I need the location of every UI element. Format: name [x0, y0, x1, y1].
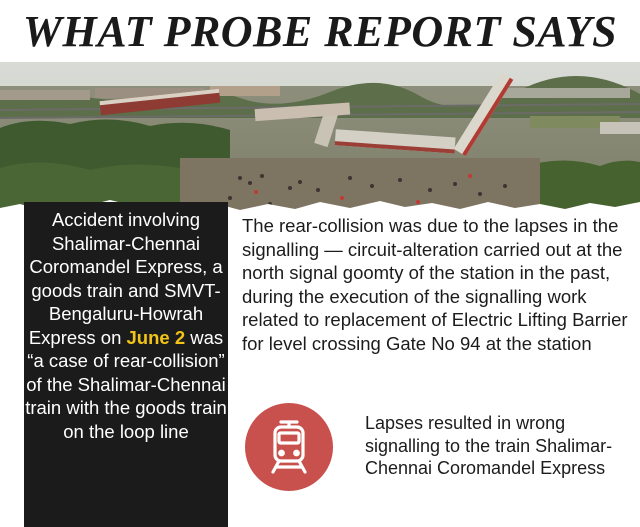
page-title: WHAT PROBE REPORT SAYS	[22, 6, 618, 56]
headline-bar: WHAT PROBE REPORT SAYS	[0, 0, 640, 62]
summary-text: Accident involving Shalimar-Chennai Coro…	[24, 208, 228, 443]
summary-panel	[24, 202, 228, 527]
highlight-date: June 2	[126, 326, 186, 348]
train-icon	[244, 402, 334, 492]
summary-text-after: was “a case of rear-collision” of the Sh…	[25, 326, 227, 442]
bullet-text: Lapses resulted in wrong signalling to t…	[365, 413, 613, 478]
main-finding-text: The rear-collision was due to the lapses…	[242, 215, 628, 354]
summary-text-before: Accident involving Shalimar-Chennai Coro…	[28, 209, 223, 348]
